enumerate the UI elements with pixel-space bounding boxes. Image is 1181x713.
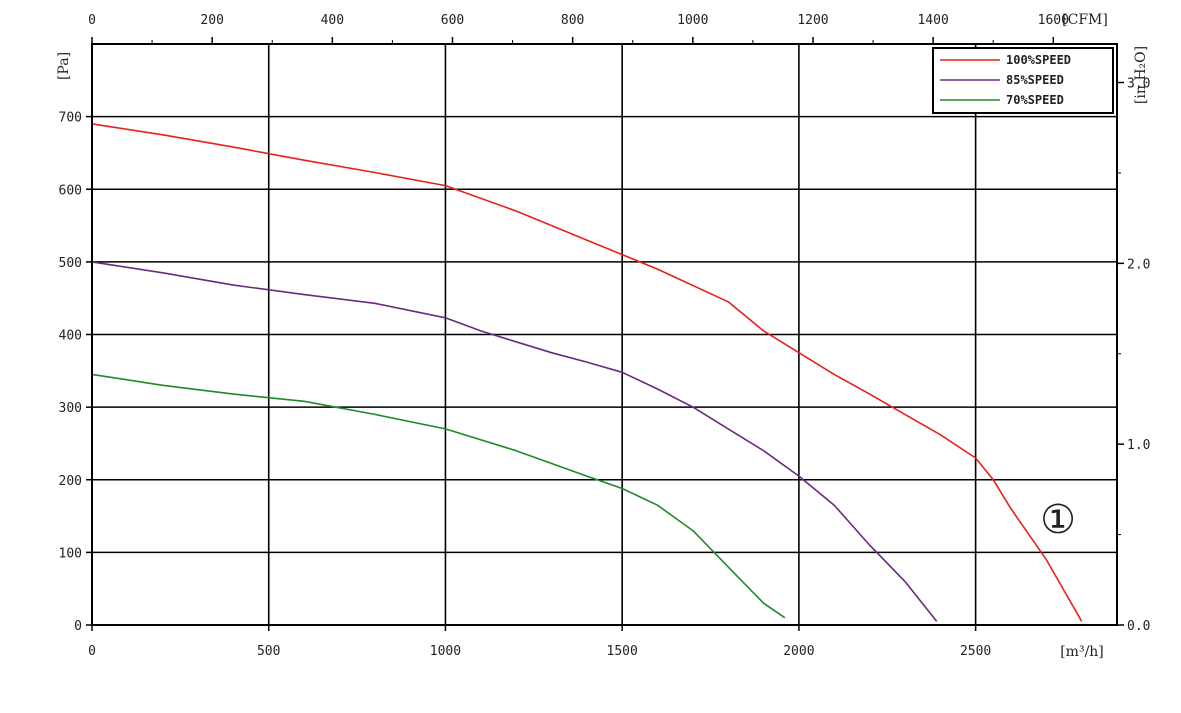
y-right-axis-label: [in H₂O] [1133,46,1149,104]
x-tick-label: 0 [88,644,96,659]
x-top-tick-label: 1600 [1038,13,1069,28]
y-tick-label: 500 [59,256,82,271]
legend-label-70-speed: 70%SPEED [1006,93,1064,107]
x-top-tick-label: 400 [321,13,344,28]
label-layer: [Pa] [m³/h] [CFM] [in H₂O] ① [56,12,1149,660]
x-top-tick-label: 600 [441,13,464,28]
tick-layer: 0 500 1000 1500 2000 250001002003004005006007… [59,13,1151,659]
y-tick-label: 200 [59,474,82,489]
x-tick-label: 2500 [960,644,991,659]
y-tick-label: 0 [74,619,82,634]
legend-label-100-speed: 100%SPEED [1006,53,1071,67]
y-axis-label: [Pa] [56,52,72,80]
curve-annotation: ① [1040,497,1076,543]
y-tick-label: 400 [59,329,82,344]
y-tick-label: 600 [59,183,82,198]
x-top-tick-label: 200 [200,13,223,28]
y-tick-label: 100 [59,546,82,561]
y-tick-label: 300 [59,401,82,416]
y-tick-label: 700 [59,111,82,126]
legend: 100%SPEED 85%SPEED 70%SPEED [932,47,1114,114]
series-line-100-speed [91,123,1083,622]
x-top-tick-label: 1000 [677,13,708,28]
series-line-85-speed [91,261,938,622]
grid-layer [92,44,1117,625]
x-top-axis-label: [CFM] [1062,12,1108,28]
x-tick-label: 500 [257,644,280,659]
y-right-tick-label: 2.0 [1127,257,1150,272]
x-top-tick-label: 1200 [797,13,828,28]
x-top-tick-label: 0 [88,13,96,28]
x-top-tick-label: 800 [561,13,584,28]
x-tick-label: 1000 [430,644,461,659]
y-right-tick-label: 0.0 [1127,619,1150,634]
x-tick-label: 1500 [607,644,638,659]
series-line-70-speed [91,373,786,619]
x-tick-label: 2000 [783,644,814,659]
y-right-tick-label: 1.0 [1127,438,1150,453]
x-top-tick-label: 1400 [917,13,948,28]
y-right-tick-label: 3.0 [1127,77,1150,92]
legend-label-85-speed: 85%SPEED [1006,73,1064,87]
x-axis-label: [m³/h] [1060,644,1104,660]
series-layer [91,123,1083,622]
